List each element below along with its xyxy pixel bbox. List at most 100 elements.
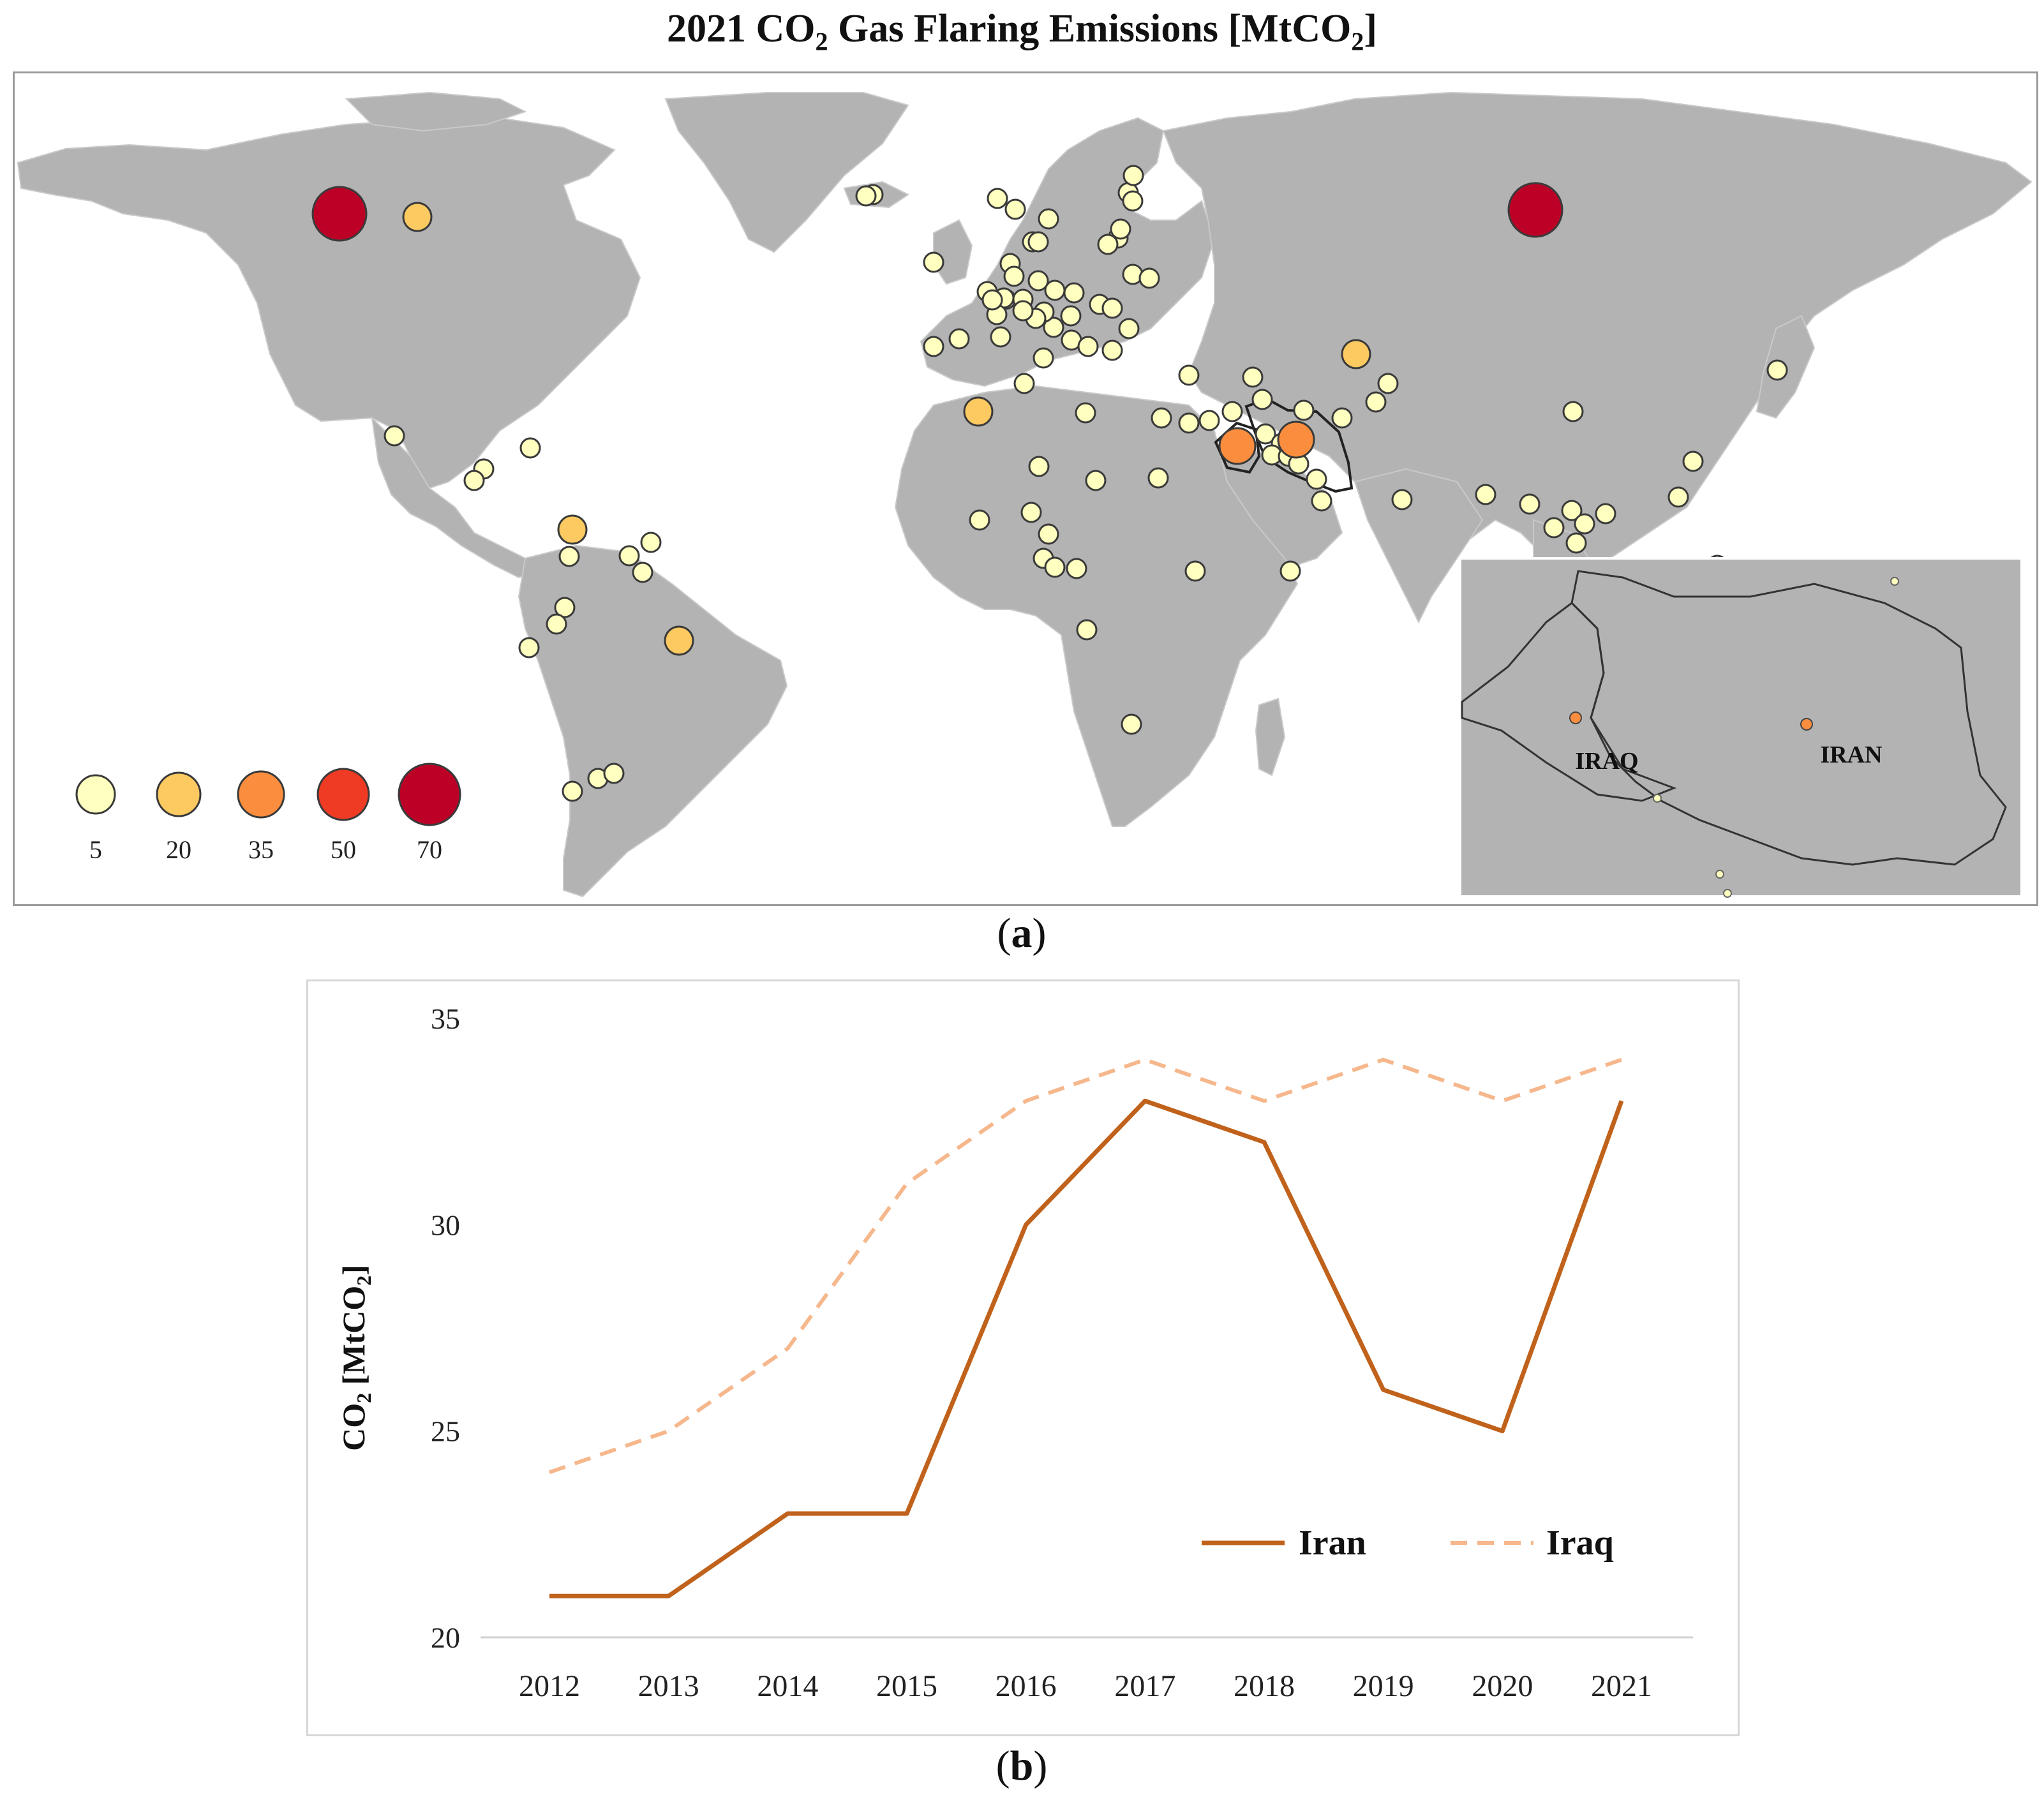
emission-point — [1022, 503, 1041, 522]
emission-point — [1179, 366, 1198, 385]
emission-point — [385, 426, 404, 445]
emission-point — [1103, 299, 1122, 318]
x-tick-label: 2018 — [1234, 1669, 1295, 1703]
emission-point — [924, 337, 943, 356]
panel-b-label: (b) — [958, 1742, 1085, 1790]
data-point-iran — [549, 1596, 550, 1597]
emission-point — [964, 398, 992, 426]
emission-point — [1061, 306, 1080, 325]
emission-point — [633, 563, 652, 582]
line-chart-panel: 20 25 30 35 2012 2013 2014 2015 2016 2017 2018 201… — [306, 979, 1740, 1736]
legend-label-iraq: Iraq — [1546, 1523, 1614, 1563]
emission-point — [1004, 267, 1024, 286]
legend-label-iran: Iran — [1299, 1523, 1366, 1563]
emission-point — [1278, 422, 1314, 458]
panel-b-open: ( — [996, 1743, 1010, 1789]
x-tick-label: 2016 — [996, 1669, 1057, 1703]
panel-a-letter: a — [1011, 910, 1033, 957]
emission-point — [991, 327, 1010, 346]
x-tick-label: 2013 — [638, 1669, 699, 1703]
world-map: 5 20 35 50 70 IRAQ IRAN — [15, 73, 2036, 904]
x-tick-label: 2017 — [1114, 1669, 1175, 1703]
emission-point — [1149, 468, 1168, 488]
emission-point — [1140, 269, 1159, 288]
emission-point — [950, 329, 969, 348]
emission-point — [1122, 715, 1141, 734]
x-tick-label: 2021 — [1591, 1669, 1652, 1703]
emission-point — [1086, 471, 1105, 490]
emission-point — [1006, 200, 1025, 219]
inset-point-small — [1891, 577, 1899, 585]
emission-point — [563, 782, 582, 801]
data-point-iran — [668, 1596, 669, 1597]
emission-point — [1307, 470, 1326, 489]
data-point-iran — [1264, 1142, 1265, 1143]
emission-point — [1223, 402, 1242, 421]
legend-value-35: 35 — [248, 835, 274, 864]
emission-point — [1312, 491, 1331, 510]
chart-series — [549, 1059, 1622, 1597]
inset-point-small — [1716, 870, 1724, 878]
emission-point — [1064, 283, 1084, 302]
emission-point — [1152, 408, 1171, 428]
emission-point — [313, 187, 366, 241]
emission-point — [1220, 428, 1255, 464]
legend-circle-50 — [318, 769, 369, 820]
emission-point — [856, 186, 876, 205]
x-tick-labels: 2012 2013 2014 2015 2016 2017 2018 2019 2020 2021 — [519, 1669, 1652, 1703]
inset-map: IRAQ IRAN — [1460, 558, 2022, 897]
ylabel-main: CO — [336, 1403, 371, 1451]
emission-point — [1013, 301, 1033, 320]
emission-point — [465, 471, 484, 490]
inset-point-small — [1724, 890, 1731, 897]
emission-point — [1544, 518, 1563, 537]
emission-point — [1392, 490, 1412, 509]
ylabel-rest: [MtCO — [336, 1286, 371, 1393]
y-tick-label: 35 — [431, 1002, 460, 1035]
y-tick-label: 20 — [431, 1621, 460, 1654]
emission-point — [1683, 452, 1703, 471]
emission-point — [1342, 340, 1370, 368]
figure-title: 2021 CO2 Gas Flaring Emissions [MtCO2] — [0, 6, 2044, 56]
emission-point — [1509, 183, 1562, 237]
legend-circle-5 — [77, 775, 115, 814]
emission-point — [1078, 337, 1098, 356]
line-chart: 20253035 2012 2013 2014 2015 2016 2017 2018 201… — [308, 981, 1738, 1734]
legend-circle-20 — [157, 773, 200, 816]
emission-point — [1669, 488, 1688, 507]
legend-value-70: 70 — [417, 835, 442, 864]
panel-b-close: ) — [1033, 1743, 1047, 1789]
emission-point — [1520, 495, 1539, 514]
series-line-iraq — [549, 1060, 1622, 1473]
emission-point — [1039, 525, 1058, 544]
legend-value-20: 20 — [166, 835, 191, 864]
inset-iran-point — [1801, 718, 1812, 730]
x-tick-label: 2020 — [1472, 1669, 1533, 1703]
emission-point — [1098, 235, 1117, 254]
y-axis-label: CO2 [MtCO2] — [336, 1265, 375, 1451]
world-map-panel: 5 20 35 50 70 IRAQ IRAN — [13, 71, 2038, 906]
emission-point — [1575, 514, 1594, 533]
panel-a-label: (a) — [958, 909, 1085, 958]
emission-point — [1124, 166, 1143, 185]
emission-point — [1111, 220, 1130, 239]
emission-point — [1034, 348, 1053, 368]
emission-point — [1179, 413, 1198, 433]
emission-point — [665, 627, 693, 655]
y-tick-label: 30 — [431, 1209, 460, 1241]
emission-point — [1015, 374, 1034, 393]
ylabel-subscript: 2 — [352, 1393, 375, 1403]
emission-point — [560, 547, 579, 566]
emission-point — [403, 203, 431, 231]
emission-point — [519, 638, 539, 657]
series-line-iran — [549, 1101, 1622, 1596]
panel-b-letter: b — [1010, 1743, 1034, 1789]
emission-point — [1596, 504, 1615, 523]
emission-point — [1045, 281, 1064, 300]
title-text-rest: Gas Flaring Emissions [MtCO — [828, 7, 1352, 50]
y-tick-labels: 20 25 30 35 — [431, 1002, 460, 1654]
emission-point — [1067, 559, 1086, 578]
panel-a-open: ( — [997, 910, 1011, 957]
title-text: 2021 CO — [667, 7, 816, 50]
x-tick-label: 2012 — [519, 1669, 580, 1703]
